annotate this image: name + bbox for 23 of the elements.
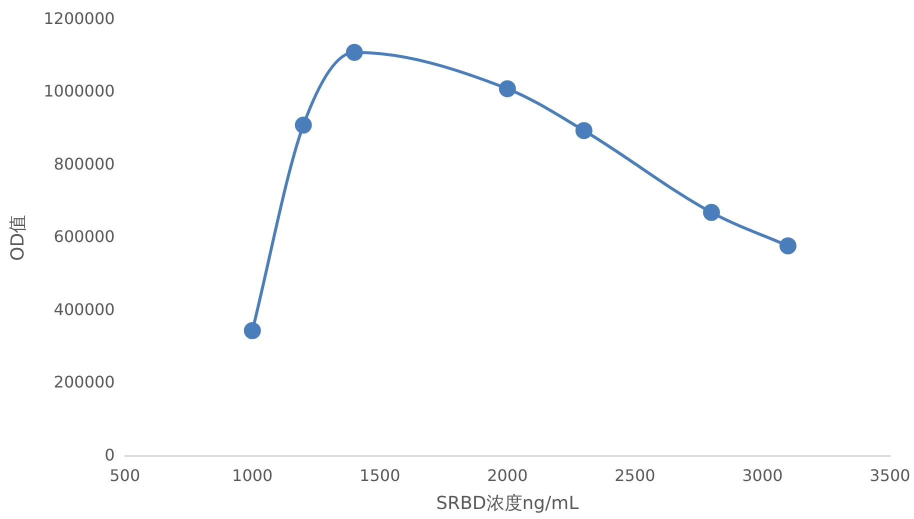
point bbox=[779, 237, 796, 254]
x-tick-label: 1500 bbox=[360, 466, 400, 485]
y-tick-label: 200000 bbox=[54, 372, 115, 392]
y-tick-label: 800000 bbox=[54, 154, 115, 174]
y-tick-label: 1200000 bbox=[44, 8, 115, 28]
x-tick-label: 2500 bbox=[614, 466, 656, 485]
x-tick-label: 3000 bbox=[742, 466, 783, 485]
point bbox=[575, 122, 592, 140]
y-tick-label: 1000000 bbox=[44, 82, 115, 101]
point bbox=[244, 322, 261, 340]
x-tick-label: 3500 bbox=[870, 466, 910, 485]
x-tick-label: 2000 bbox=[487, 466, 528, 485]
y-tick-label: 0 bbox=[104, 445, 115, 464]
x-axis-title: SRBD浓度ng/mL bbox=[436, 492, 579, 514]
point bbox=[346, 44, 363, 61]
point bbox=[702, 204, 720, 221]
x-tick-label: 1000 bbox=[232, 466, 273, 485]
x-tick-label: 500 bbox=[110, 466, 140, 485]
y-axis-title: OD值 bbox=[7, 214, 28, 261]
y-tick-label: 600000 bbox=[54, 227, 115, 246]
point bbox=[294, 116, 312, 134]
point bbox=[498, 80, 516, 98]
y-tick-label: 400000 bbox=[54, 300, 115, 319]
